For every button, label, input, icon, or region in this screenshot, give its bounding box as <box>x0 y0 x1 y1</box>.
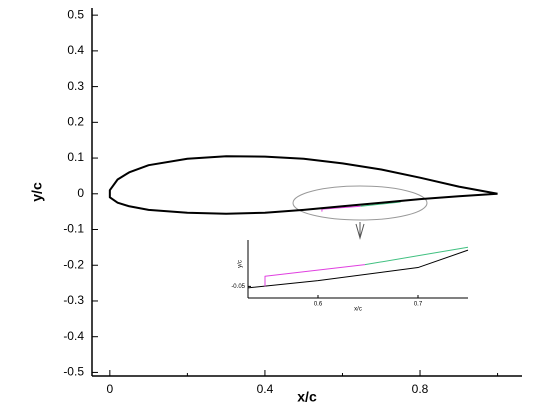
x-tick-label: 0.7 <box>414 302 423 308</box>
y-tick-label: -0.05 <box>231 284 245 290</box>
x-tick-label: 0.8 <box>412 382 429 396</box>
y-tick-label: 0.1 <box>67 150 84 164</box>
zoom-ellipse <box>292 185 428 221</box>
y-axis-label: y/c <box>29 182 45 202</box>
x-axis-label: x/c <box>354 307 362 313</box>
series-line <box>360 201 401 207</box>
y-tick-label: 0.5 <box>67 7 84 21</box>
y-tick-label: 0 <box>77 186 84 200</box>
y-tick-label: -0.3 <box>63 293 84 307</box>
x-tick-label: 0 <box>106 382 113 396</box>
y-axis-label: y/c <box>238 260 244 268</box>
x-tick-label: 0.6 <box>314 302 323 308</box>
x-tick-label: 0.4 <box>257 382 274 396</box>
y-tick-label: -0.2 <box>63 257 84 271</box>
x-axis-label: x/c <box>297 389 317 405</box>
y-tick-label: -0.4 <box>63 329 84 343</box>
series-line <box>247 249 469 289</box>
y-tick-label: -0.5 <box>63 365 84 379</box>
series-line <box>264 264 366 287</box>
zoom-arrow <box>355 222 365 240</box>
y-tick-label: -0.1 <box>63 222 84 236</box>
series-line <box>108 155 498 215</box>
inset-background <box>248 240 468 298</box>
y-tick-label: 0.4 <box>67 43 84 57</box>
series-line <box>364 246 469 266</box>
y-tick-label: 0.3 <box>67 79 84 93</box>
y-tick-label: 0.2 <box>67 115 84 129</box>
